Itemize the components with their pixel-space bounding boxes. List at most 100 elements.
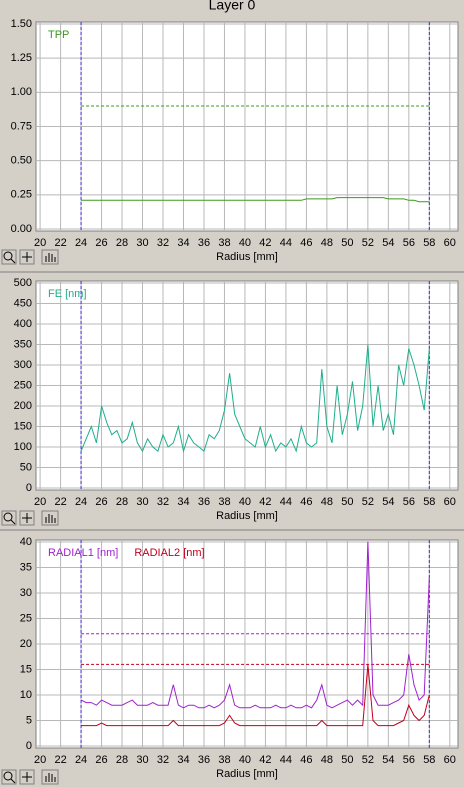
x-tick-label: 58 [423,496,435,508]
y-tick-label: 1.25 [11,52,32,64]
series-line [80,541,430,709]
y-tick-label: 0.75 [11,120,32,132]
y-tick-label: 0 [26,740,32,752]
x-tick-label: 46 [300,754,312,766]
x-tick-label: 28 [116,754,128,766]
y-tick-label: 450 [14,297,32,309]
legend-label: TPP [48,29,69,41]
x-tick-label: 22 [54,754,66,766]
x-tick-label: 54 [382,237,394,249]
series-line [80,344,430,454]
y-tick-label: 150 [14,420,32,432]
x-tick-label: 24 [75,754,87,766]
x-tick-label: 32 [157,754,169,766]
x-tick-label: 26 [95,237,107,249]
x-tick-label: 60 [444,237,456,249]
y-tick-label: 500 [14,277,32,289]
pan-button[interactable] [41,510,59,526]
x-tick-label: 44 [280,237,292,249]
x-tick-label: 32 [157,237,169,249]
y-tick-label: 1.50 [11,18,32,30]
x-tick-label: 42 [259,754,271,766]
y-tick-label: 15 [20,663,32,675]
y-tick-label: 200 [14,400,32,412]
x-tick-label: 28 [116,237,128,249]
x-tick-label: 34 [177,496,189,508]
x-tick-label: 48 [321,496,333,508]
x-tick-label: 30 [136,496,148,508]
x-tick-label: 36 [198,496,210,508]
x-tick-label: 24 [75,496,87,508]
x-tick-label: 26 [95,754,107,766]
x-axis-label: Radius [mm] [216,251,278,263]
y-tick-label: 250 [14,379,32,391]
toolbar [1,249,59,265]
x-tick-label: 36 [198,237,210,249]
y-tick-label: 35 [20,561,32,573]
x-tick-label: 40 [239,496,251,508]
x-tick-label: 60 [444,754,456,766]
window-title: Layer 0 [209,0,256,13]
pan-button[interactable] [41,249,59,265]
x-tick-label: 46 [300,237,312,249]
x-tick-label: 40 [239,754,251,766]
cursor-button[interactable] [19,249,35,265]
x-tick-label: 60 [444,496,456,508]
toolbar [1,510,59,526]
x-tick-label: 48 [321,237,333,249]
y-tick-label: 30 [20,587,32,599]
x-tick-label: 36 [198,754,210,766]
x-tick-label: 52 [362,496,374,508]
y-tick-label: 20 [20,638,32,650]
x-tick-label: 58 [423,754,435,766]
y-tick-label: 10 [20,689,32,701]
x-tick-label: 56 [403,496,415,508]
y-tick-label: 350 [14,338,32,350]
x-tick-label: 34 [177,237,189,249]
zoom-button[interactable] [1,249,17,265]
y-tick-label: 1.00 [11,86,32,98]
x-tick-label: 32 [157,496,169,508]
x-tick-label: 34 [177,754,189,766]
y-tick-label: 25 [20,612,32,624]
cursor-button[interactable] [19,769,35,785]
x-tick-label: 22 [54,496,66,508]
x-tick-label: 44 [280,496,292,508]
pan-button[interactable] [41,769,59,785]
x-tick-label: 58 [423,237,435,249]
y-tick-label: 0.50 [11,155,32,167]
x-tick-label: 38 [218,496,230,508]
x-tick-label: 48 [321,754,333,766]
x-tick-label: 56 [403,754,415,766]
x-tick-label: 44 [280,754,292,766]
x-tick-label: 46 [300,496,312,508]
x-tick-label: 54 [382,496,394,508]
y-tick-label: 300 [14,359,32,371]
x-tick-label: 38 [218,237,230,249]
x-tick-label: 30 [136,237,148,249]
y-tick-label: 0.25 [11,189,32,201]
x-tick-label: 42 [259,496,271,508]
y-tick-label: 400 [14,318,32,330]
x-tick-label: 28 [116,496,128,508]
zoom-button[interactable] [1,769,17,785]
x-tick-label: 30 [136,754,148,766]
x-tick-label: 26 [95,496,107,508]
x-tick-label: 20 [34,754,46,766]
x-tick-label: 40 [239,237,251,249]
x-tick-label: 20 [34,496,46,508]
x-tick-label: 56 [403,237,415,249]
x-tick-label: 20 [34,237,46,249]
y-tick-label: 100 [14,441,32,453]
x-tick-label: 50 [341,496,353,508]
x-tick-label: 54 [382,754,394,766]
x-tick-label: 42 [259,237,271,249]
legend-label: RADIAL2 [nm] [134,547,204,559]
zoom-button[interactable] [1,510,17,526]
y-tick-label: 0.00 [11,223,32,235]
toolbar [1,769,59,785]
y-tick-label: 40 [20,536,32,548]
x-axis-label: Radius [mm] [216,510,278,522]
cursor-button[interactable] [19,510,35,526]
